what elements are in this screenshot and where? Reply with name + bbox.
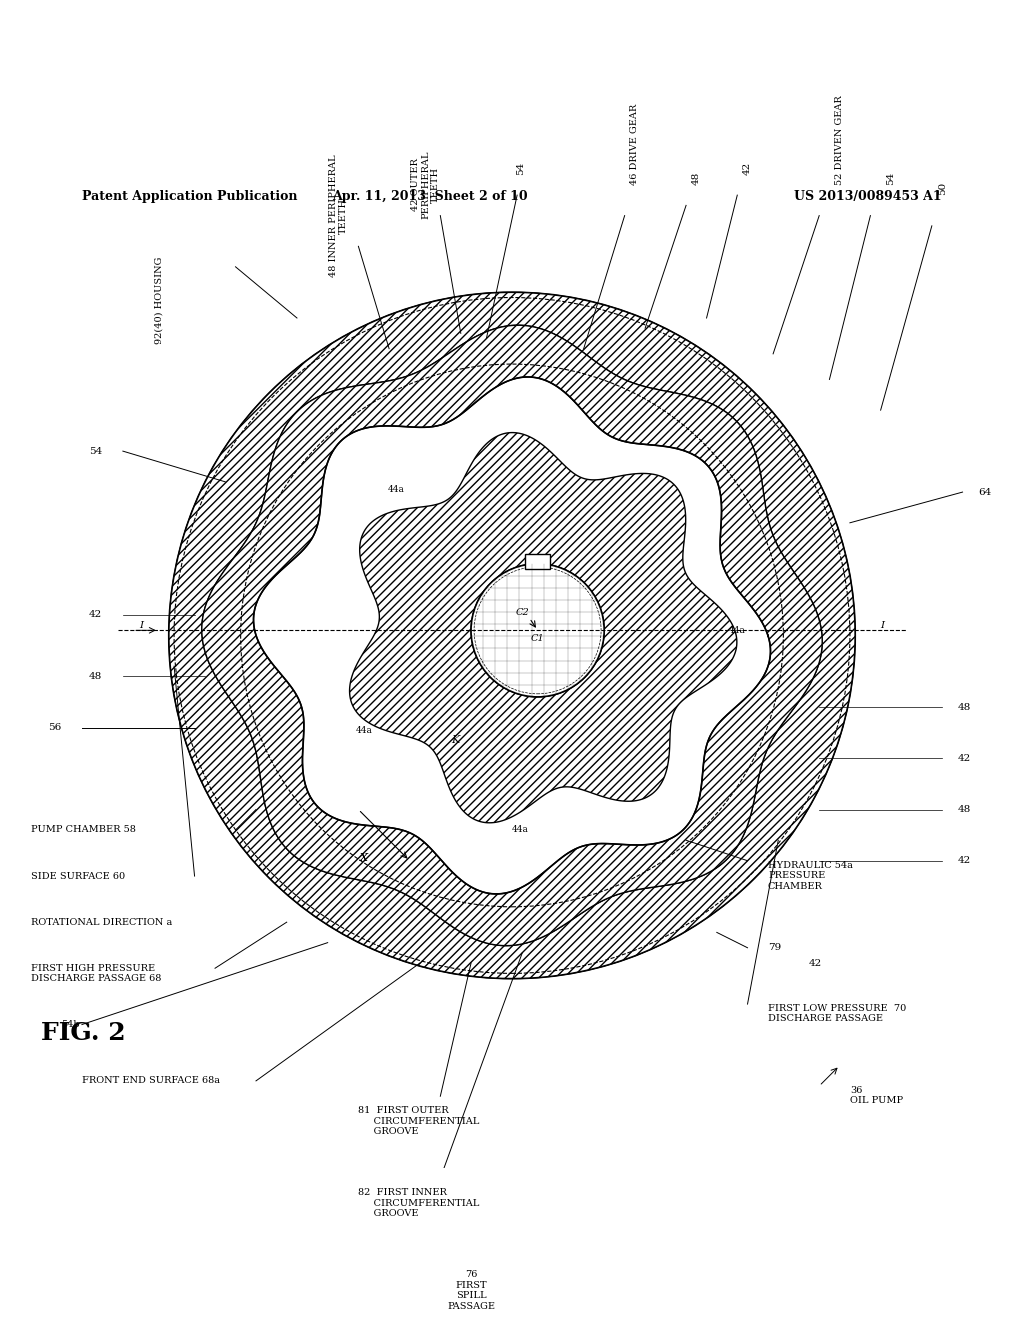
Text: X: X [359,853,368,863]
Text: 44a: 44a [388,484,404,494]
Text: 52 DRIVEN GEAR: 52 DRIVEN GEAR [836,95,844,185]
Text: HYDRAULIC 54a
PRESSURE
CHAMBER: HYDRAULIC 54a PRESSURE CHAMBER [768,861,853,891]
Text: 54: 54 [887,172,895,185]
Text: 48: 48 [957,805,971,814]
Text: C2: C2 [515,609,529,616]
Text: 44a: 44a [356,726,373,735]
Text: FIRST LOW PRESSURE  70
DISCHARGE PASSAGE: FIRST LOW PRESSURE 70 DISCHARGE PASSAGE [768,1005,906,1023]
Text: 82  FIRST INNER
     CIRCUMFERENTIAL
     GROOVE: 82 FIRST INNER CIRCUMFERENTIAL GROOVE [358,1188,480,1218]
Text: I: I [881,620,885,630]
Circle shape [471,564,604,697]
Text: 92(40) HOUSING: 92(40) HOUSING [155,256,164,345]
Text: C1: C1 [530,634,545,643]
Text: 46 DRIVE GEAR: 46 DRIVE GEAR [631,104,639,185]
Text: 48 INNER PERIPHERAL
TEETH: 48 INNER PERIPHERAL TEETH [329,154,348,277]
Text: I: I [139,620,143,630]
Text: FIG. 2: FIG. 2 [41,1022,126,1045]
Text: 50: 50 [938,182,946,195]
Text: 48: 48 [89,672,102,681]
Text: 42 OUTER
PERIPHERAL
TEETH: 42 OUTER PERIPHERAL TEETH [411,150,440,219]
Text: 48: 48 [692,172,700,185]
PathPatch shape [349,433,737,822]
Text: PUMP CHAMBER 58: PUMP CHAMBER 58 [31,825,135,834]
Text: Patent Application Publication: Patent Application Publication [82,190,297,203]
Text: 42: 42 [957,754,971,763]
Text: K: K [452,735,460,744]
Text: 42: 42 [809,958,822,968]
Text: ROTATIONAL DIRECTION a: ROTATIONAL DIRECTION a [31,917,172,927]
Text: SIDE SURFACE 60: SIDE SURFACE 60 [31,871,125,880]
Text: FIRST HIGH PRESSURE
DISCHARGE PASSAGE 68: FIRST HIGH PRESSURE DISCHARGE PASSAGE 68 [31,964,161,983]
Text: 42: 42 [743,161,752,174]
Text: 54: 54 [89,446,102,455]
Text: 81  FIRST OUTER
     CIRCUMFERENTIAL
     GROOVE: 81 FIRST OUTER CIRCUMFERENTIAL GROOVE [358,1106,480,1137]
Text: X: X [359,853,368,863]
Text: 76
FIRST
SPILL
PASSAGE: 76 FIRST SPILL PASSAGE [447,1270,495,1311]
PathPatch shape [202,325,822,945]
Text: 54b: 54b [61,1020,80,1030]
Text: 36
OIL PUMP: 36 OIL PUMP [850,1086,903,1105]
Text: 54: 54 [516,161,524,174]
Text: 64: 64 [978,487,991,496]
Text: US 2013/0089453 A1: US 2013/0089453 A1 [795,190,942,203]
Text: 48: 48 [957,702,971,711]
Text: Apr. 11, 2013  Sheet 2 of 10: Apr. 11, 2013 Sheet 2 of 10 [332,190,528,203]
Text: 42: 42 [957,857,971,865]
Text: 44a: 44a [512,825,528,834]
PathPatch shape [169,293,855,978]
Text: 56: 56 [48,723,61,733]
Text: 79: 79 [768,944,781,952]
Text: 44a: 44a [729,626,745,635]
Bar [525,553,551,569]
Text: FRONT END SURFACE 68a: FRONT END SURFACE 68a [82,1076,220,1085]
Text: 42: 42 [89,610,102,619]
